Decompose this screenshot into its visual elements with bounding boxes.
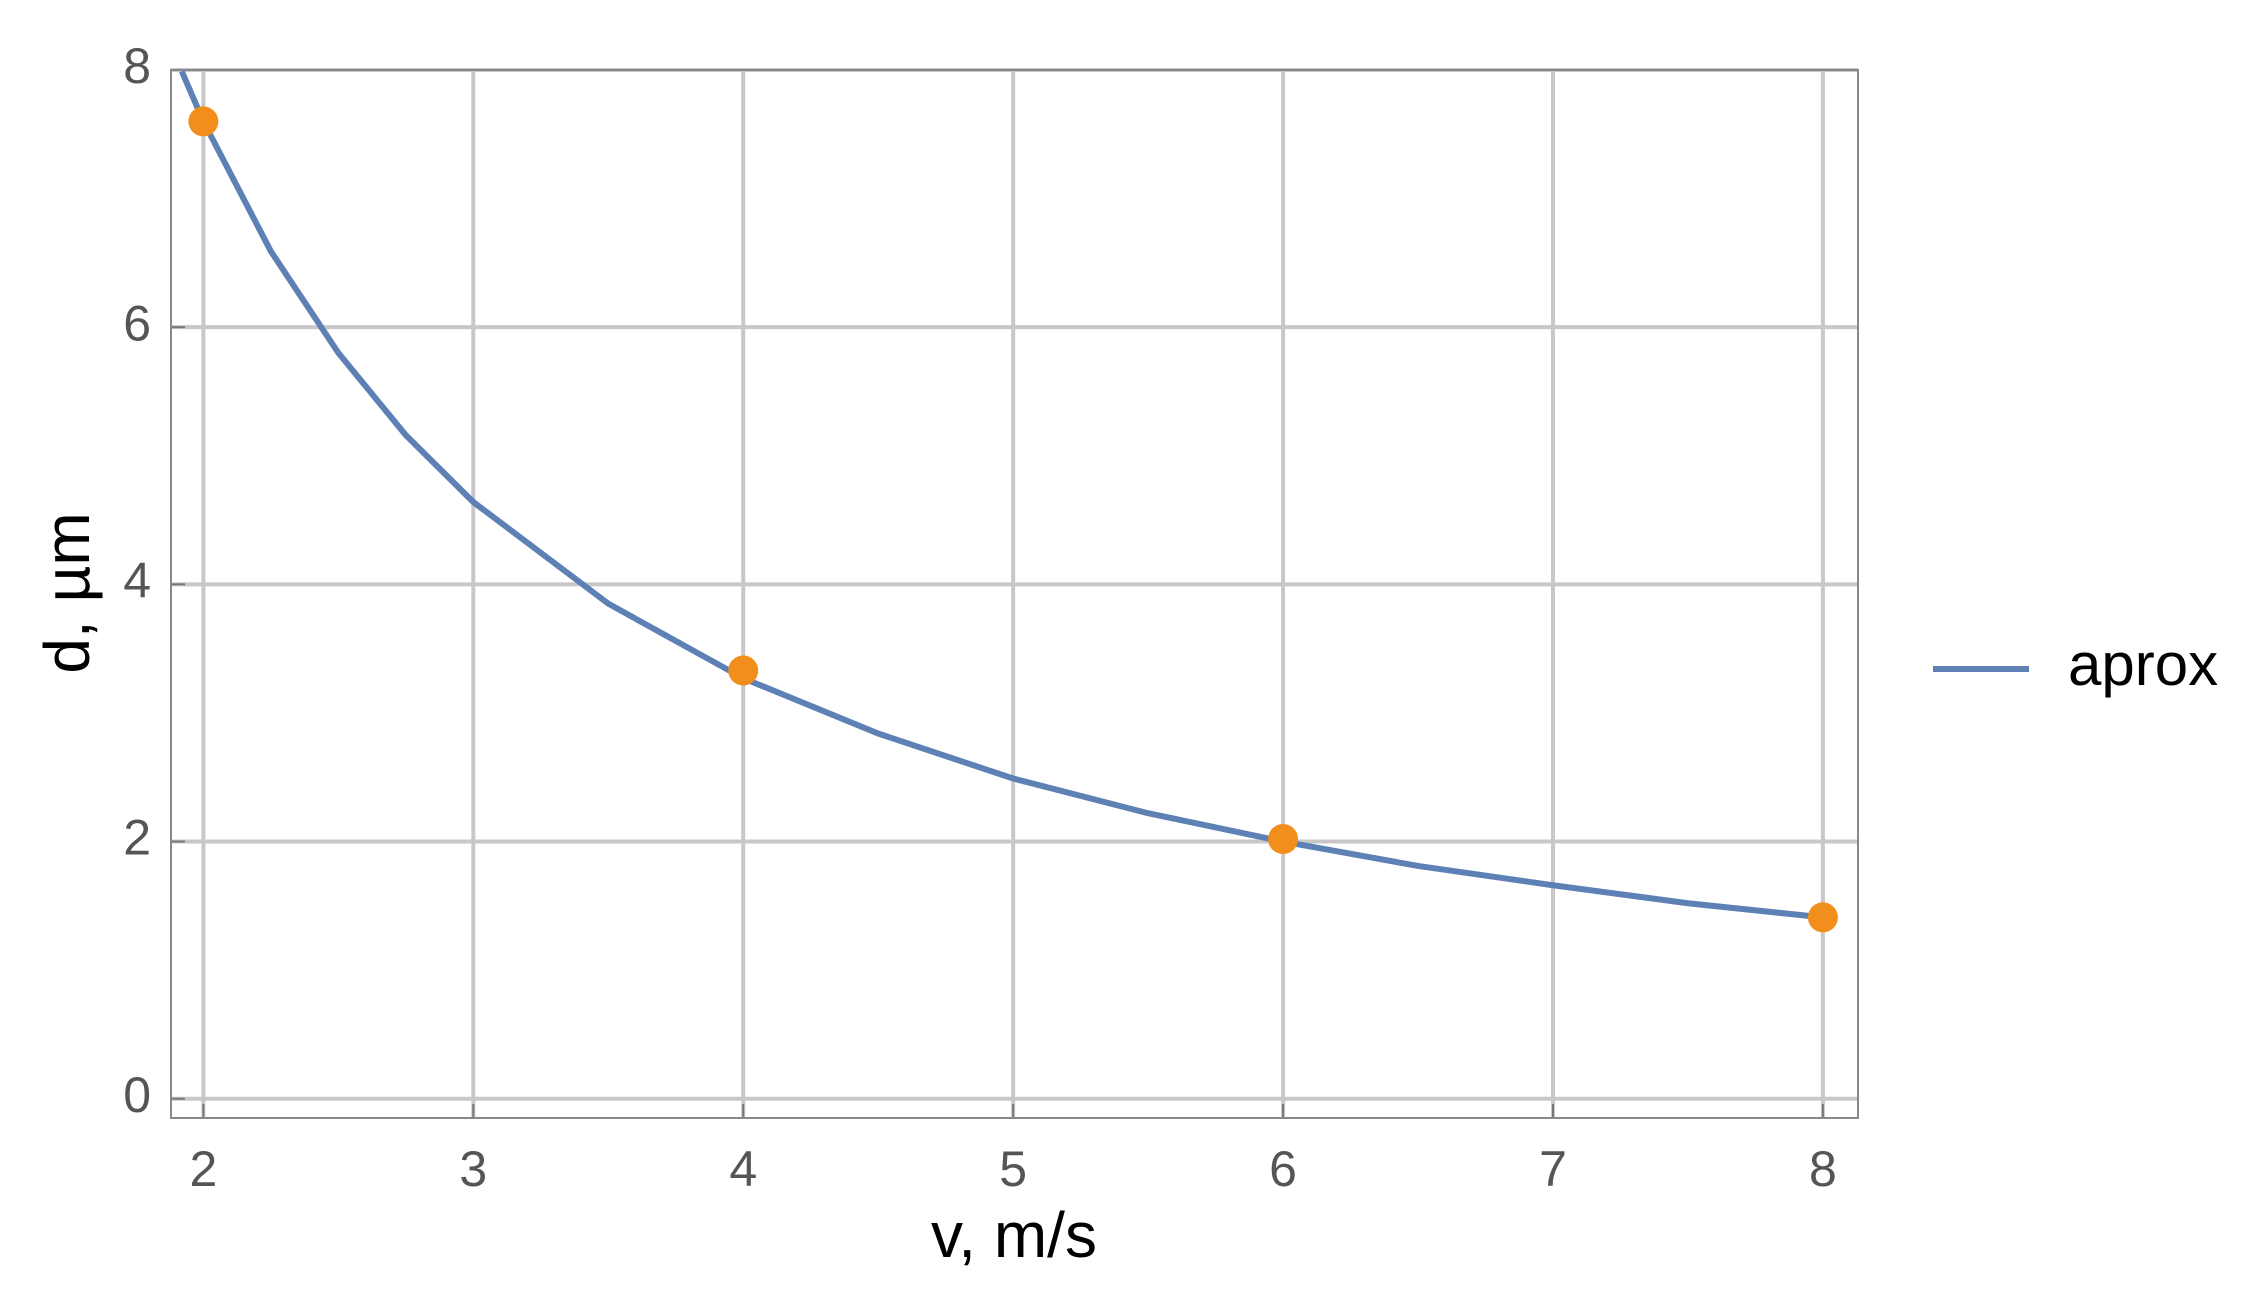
- x-tick-label: 7: [1539, 1141, 1567, 1197]
- point: [188, 106, 219, 137]
- y-axis-title: d, µm: [31, 512, 103, 673]
- plot-frame: [170, 69, 1859, 1119]
- x-axis-title: v, m/s: [931, 1199, 1097, 1271]
- point: [1268, 823, 1299, 854]
- point: [728, 655, 759, 686]
- y-tick-label: 6: [123, 295, 151, 351]
- y-tick-label: 4: [123, 553, 151, 609]
- x-tick-label: 4: [729, 1141, 757, 1197]
- x-tick-label: 8: [1809, 1141, 1837, 1197]
- point: [1807, 902, 1838, 933]
- y-tick-label: 2: [123, 810, 151, 866]
- x-tick-label: 2: [189, 1141, 217, 1197]
- y-tick-label: 0: [123, 1067, 151, 1123]
- x-tick-label: 6: [1269, 1141, 1297, 1197]
- legend-label: aprox: [2068, 631, 2218, 698]
- y-tick-label: 8: [123, 38, 151, 94]
- x-tick-label: 5: [999, 1141, 1027, 1197]
- x-tick-label: 3: [459, 1141, 487, 1197]
- line: [179, 70, 1824, 921]
